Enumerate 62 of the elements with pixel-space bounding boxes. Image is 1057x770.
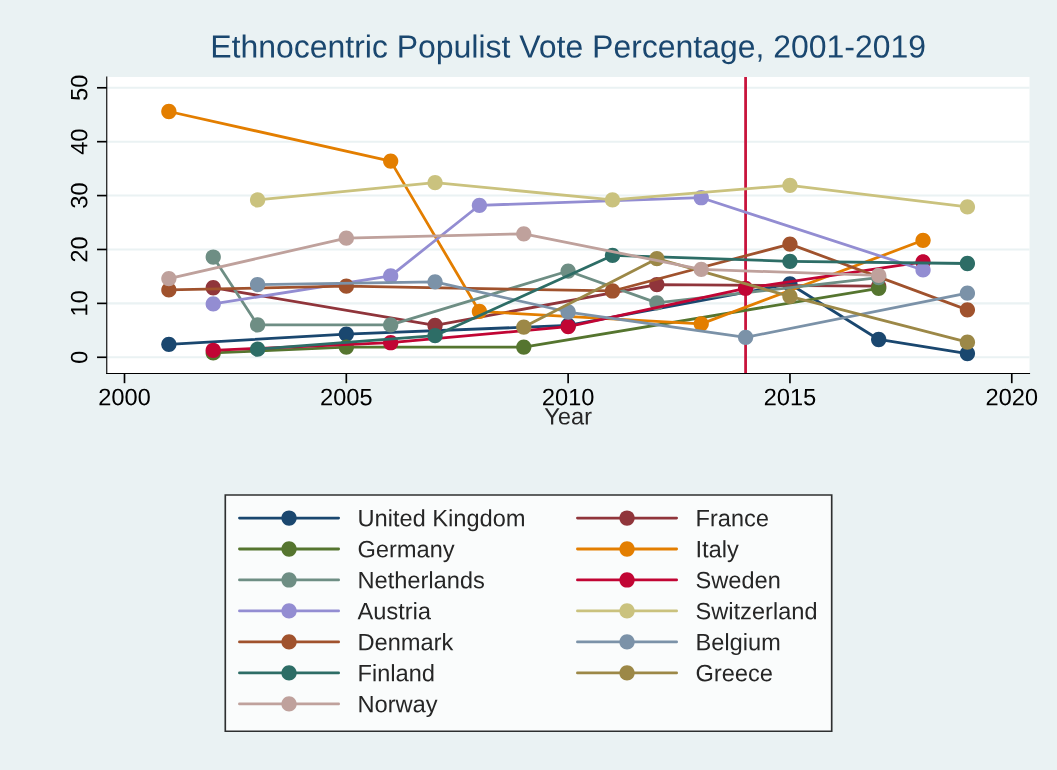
point (782, 177, 798, 193)
point (205, 249, 221, 265)
legend-label: Italy (697, 540, 739, 563)
point (959, 199, 976, 215)
point (516, 226, 532, 242)
legend-label: Switzerland (696, 602, 817, 620)
x-tick-label: 2000 (99, 388, 150, 406)
point (959, 302, 976, 318)
point (161, 103, 177, 120)
point (205, 296, 221, 312)
point (427, 274, 443, 290)
point (604, 283, 621, 299)
legend-label: France (697, 510, 768, 527)
legend-label: Finland (359, 664, 434, 682)
point (782, 253, 798, 269)
legend-label: Belgium (697, 633, 780, 656)
legend-label: Germany (358, 540, 455, 563)
legend-label: Greece (696, 664, 772, 682)
point (782, 288, 798, 305)
point (427, 328, 443, 344)
x-tick-label: 2005 (321, 388, 372, 406)
point (249, 192, 266, 208)
point (383, 153, 399, 169)
point (516, 339, 532, 355)
y-tick-label: 0 (70, 351, 88, 363)
y-tick-label: 50 (70, 75, 88, 100)
legend-label: Austria (357, 602, 431, 620)
point (338, 326, 354, 342)
legend-label: Denmark (359, 633, 454, 651)
point (516, 319, 532, 335)
point (737, 329, 754, 345)
y-tick-label: 10 (70, 291, 88, 315)
point (249, 317, 266, 333)
point (383, 317, 399, 333)
point (338, 230, 354, 246)
point (427, 175, 443, 191)
point (161, 270, 177, 287)
point (249, 341, 266, 357)
x-tick-label: 2020 (986, 388, 1038, 406)
point (782, 236, 798, 252)
chart-title: Ethnocentric Populist Vote Percentage, 2001-2019 (212, 34, 925, 65)
x-axis-title: Year (544, 408, 592, 425)
point (161, 336, 177, 352)
point (915, 262, 931, 278)
point (471, 197, 488, 213)
legend-label: Netherlands (359, 571, 484, 589)
x-tick-label: 2015 (764, 388, 816, 406)
y-tick-label: 30 (70, 183, 88, 208)
y-tick-label: 20 (70, 237, 88, 262)
point (959, 285, 976, 301)
x-tick-label: 2010 (543, 388, 594, 406)
legend-label: United Kingdom (359, 509, 524, 532)
point (959, 255, 976, 272)
legend-label: Sweden (696, 571, 780, 589)
legend-label: Norway (359, 695, 438, 718)
point (871, 331, 887, 348)
point (693, 261, 709, 278)
point (915, 232, 931, 248)
y-tick-label: 40 (70, 129, 88, 155)
point (604, 192, 621, 208)
point (249, 276, 266, 293)
point (959, 334, 976, 350)
